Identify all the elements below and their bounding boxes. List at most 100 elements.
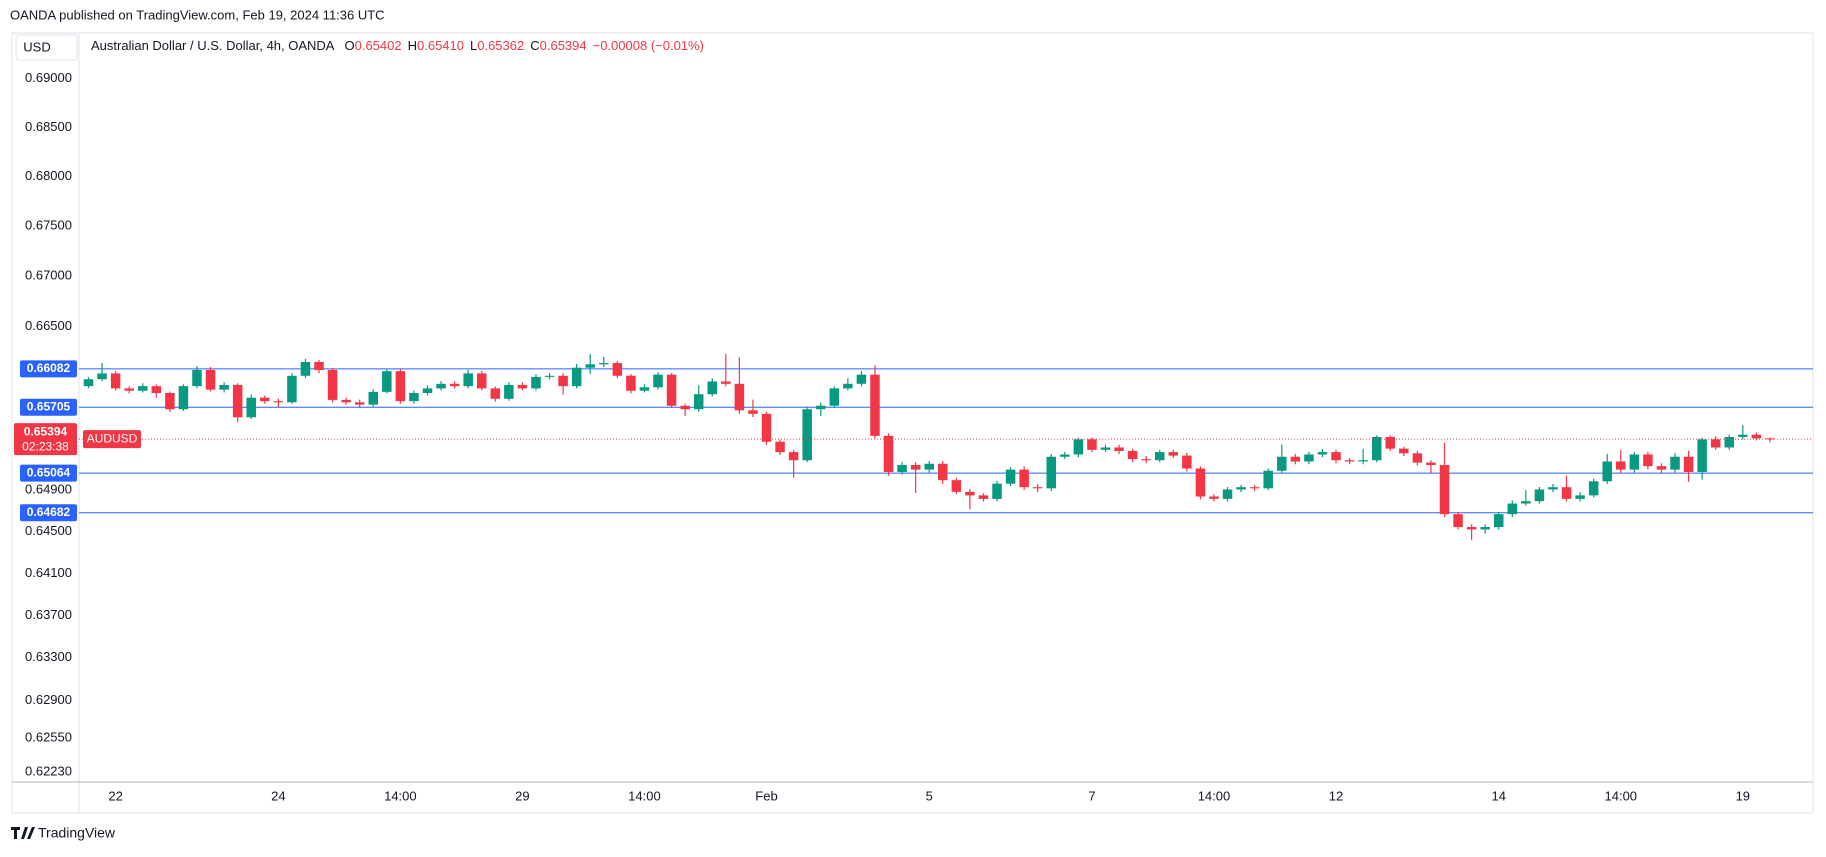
- candle-body: [1466, 527, 1477, 530]
- legend-key: H: [408, 38, 417, 53]
- x-tick-label: 19: [1736, 788, 1750, 803]
- candle-body: [1032, 487, 1043, 489]
- candle-body: [1304, 454, 1314, 462]
- candle-body: [707, 381, 718, 395]
- candle-body: [1100, 447, 1111, 450]
- brand: TradingView: [11, 825, 116, 841]
- candle-body: [124, 388, 134, 391]
- candle-body: [870, 374, 880, 436]
- candle-body: [1588, 481, 1599, 496]
- candle-body: [1385, 436, 1396, 449]
- candle-body: [1141, 459, 1151, 461]
- candle-body: [1195, 468, 1206, 497]
- candle-body: [436, 383, 446, 389]
- candle-body: [856, 374, 867, 384]
- candle-body: [1046, 456, 1057, 489]
- candle-body: [815, 405, 826, 410]
- candle-body: [476, 373, 487, 389]
- symbol-legend: Australian Dollar / U.S. Dollar, 4h, OAN…: [91, 38, 704, 53]
- candle-body: [544, 375, 555, 377]
- candle-body: [1277, 456, 1287, 471]
- candle-body: [1439, 464, 1450, 515]
- candle-body: [341, 399, 351, 403]
- brand-logo: [11, 827, 35, 839]
- candle-body: [232, 384, 243, 418]
- y-tick-label: 0.69000: [25, 70, 72, 85]
- legend-value: 0.65394: [540, 38, 587, 53]
- candle-body: [97, 373, 107, 380]
- candle-body: [1710, 439, 1721, 448]
- candle-body: [1575, 495, 1585, 499]
- x-tick-label: 29: [515, 788, 529, 803]
- x-tick-label: 24: [271, 788, 285, 803]
- x-tick-label: 5: [926, 788, 933, 803]
- candle-body: [571, 367, 582, 387]
- level-badge: [20, 504, 77, 522]
- candle-body: [897, 464, 907, 472]
- level-label: 0.65705: [27, 399, 71, 413]
- candle-body: [1697, 439, 1707, 472]
- currency-button[interactable]: [15, 34, 78, 61]
- candle-body: [1087, 439, 1097, 450]
- candle-body: [829, 388, 840, 406]
- y-tick-label: 0.66500: [25, 318, 72, 333]
- candle-body: [612, 363, 623, 376]
- candle-body: [273, 401, 284, 403]
- x-tick-label: 14:00: [384, 788, 417, 803]
- candle-body: [246, 397, 256, 418]
- candle-body: [1656, 466, 1667, 470]
- candle-body: [788, 452, 799, 461]
- chart-frame: [11, 32, 1814, 814]
- candle-body: [1209, 496, 1219, 499]
- candle-body: [260, 397, 270, 402]
- candle-body: [1399, 448, 1409, 454]
- last-price-badge: [14, 423, 77, 456]
- candle-body: [1738, 434, 1748, 437]
- candle-body: [205, 369, 216, 390]
- y-tick-label: 0.67500: [25, 218, 72, 233]
- candle-body: [1249, 487, 1260, 489]
- candle-body: [1263, 470, 1273, 489]
- candle-body: [1683, 456, 1694, 472]
- candle-body: [924, 463, 934, 470]
- candle-body: [449, 383, 460, 387]
- y-tick-label: 0.64900: [25, 482, 72, 497]
- candle-body: [843, 383, 853, 389]
- candle-body: [1331, 452, 1341, 461]
- candle-body: [1534, 489, 1545, 502]
- candle-body: [178, 386, 189, 410]
- brand-name: TradingView: [38, 825, 116, 841]
- candle-body: [409, 392, 419, 402]
- candle-body: [110, 373, 121, 389]
- candle-body: [558, 375, 568, 387]
- y-tick-label: 0.62550: [25, 729, 72, 744]
- candle-body: [490, 388, 501, 399]
- candle-body: [680, 405, 690, 410]
- candle-body: [151, 386, 162, 393]
- candle-body: [517, 384, 528, 389]
- candle-body: [327, 369, 338, 400]
- candle-body: [626, 375, 636, 391]
- x-tick-label: 7: [1088, 788, 1095, 803]
- candle-body: [1765, 438, 1775, 440]
- candle-body: [1358, 460, 1368, 462]
- candle-body: [1168, 452, 1179, 456]
- candle-body: [653, 374, 663, 388]
- y-tick-label: 0.62900: [25, 692, 72, 707]
- candle-body: [965, 491, 975, 496]
- candle-body: [1222, 489, 1233, 499]
- candle-body: [693, 394, 704, 410]
- y-tick-label: 0.67000: [25, 268, 72, 283]
- x-tick-label: 14:00: [1198, 788, 1231, 803]
- candle-body: [1371, 436, 1382, 461]
- candle-body: [1005, 469, 1016, 484]
- candle-body: [1182, 455, 1192, 469]
- candle-body: [354, 402, 365, 405]
- candle-body: [1290, 456, 1301, 462]
- legend-value: 0.65402: [355, 38, 402, 53]
- candle-body: [422, 388, 433, 393]
- y-tick-label: 0.63700: [25, 607, 72, 622]
- published-note: OANDA published on TradingView.com, Feb …: [10, 7, 385, 22]
- candle-body: [666, 374, 677, 406]
